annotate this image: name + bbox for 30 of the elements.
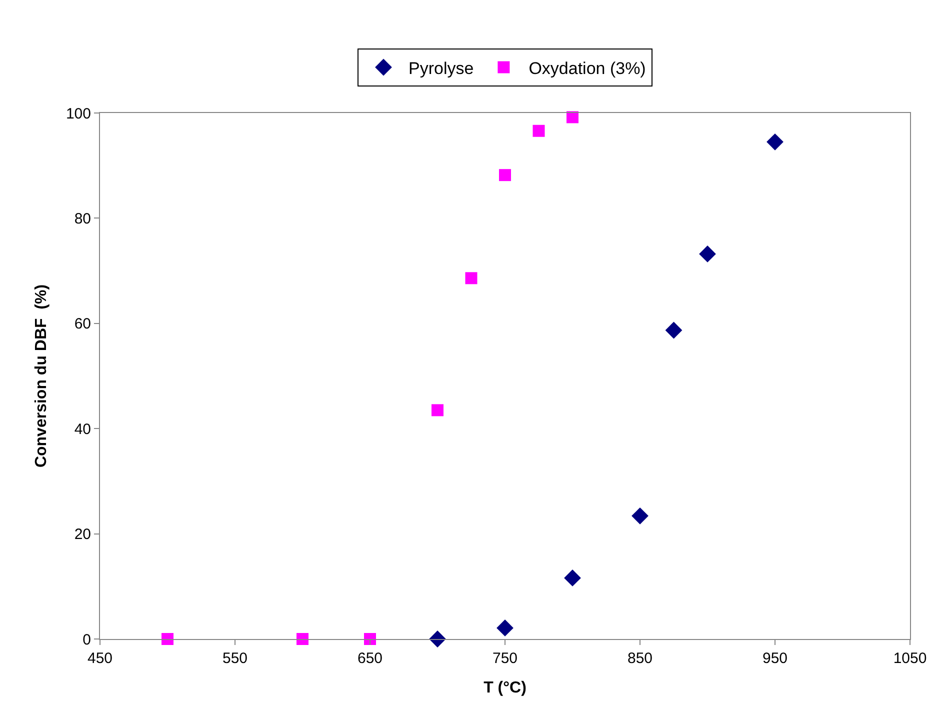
legend-label: Pyrolyse <box>408 58 474 78</box>
point <box>296 633 308 645</box>
point <box>499 169 511 182</box>
point <box>566 111 578 124</box>
x-tick-label: 450 <box>87 650 113 667</box>
x-tick-label: 850 <box>627 650 653 667</box>
x-tick-label: 550 <box>222 650 248 667</box>
x-axis-title: T (°C) <box>484 680 526 697</box>
x-tick-label: 650 <box>357 650 383 667</box>
point <box>665 322 682 339</box>
point <box>465 272 478 284</box>
y-tick-label: 0 <box>82 631 91 648</box>
point <box>532 124 545 137</box>
y-tick-label: 80 <box>74 210 91 228</box>
point <box>162 633 174 645</box>
x-tick-label: 1050 <box>893 650 927 667</box>
point <box>496 620 514 636</box>
y-tick-label: 40 <box>74 420 91 438</box>
x-tick-label: 950 <box>762 650 788 667</box>
point <box>766 133 784 150</box>
legend-label: Oxydation (3%) <box>528 58 646 78</box>
point <box>632 507 648 524</box>
y-tick-label: 100 <box>66 105 91 122</box>
y-tick-label: 60 <box>74 316 91 333</box>
point <box>564 570 581 586</box>
point <box>699 246 716 262</box>
y-tick-label: 20 <box>74 526 91 544</box>
y-axis-title: Conversion du DBF (%) <box>32 284 50 468</box>
point <box>432 404 444 416</box>
x-tick-label: 750 <box>492 650 518 667</box>
